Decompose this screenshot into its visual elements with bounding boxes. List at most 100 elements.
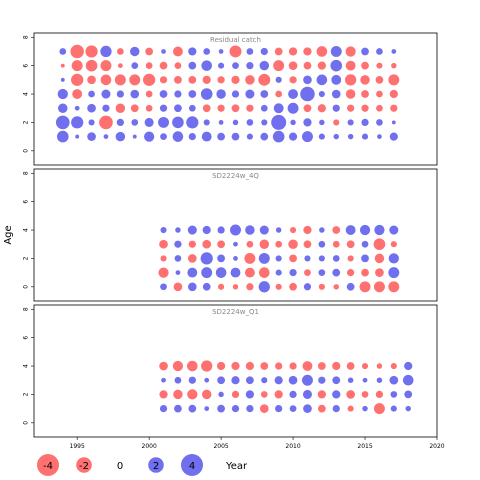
residual-bubble [216, 361, 226, 371]
residual-bubble [188, 47, 197, 56]
residual-bubble [88, 90, 95, 98]
residual-bubble [217, 404, 225, 413]
residual-bubble [260, 104, 268, 112]
residual-bubble [231, 90, 240, 98]
residual-bubble [159, 90, 168, 98]
residual-bubble [232, 119, 239, 126]
residual-bubble [374, 253, 385, 264]
residual-bubble [303, 240, 312, 249]
residual-bubble [261, 377, 268, 384]
y-axis-label: Age [3, 225, 14, 244]
residual-bubble [160, 226, 167, 234]
residual-bubble [345, 60, 356, 71]
residual-bubble [330, 45, 342, 57]
y-tick-label: 0 [23, 421, 30, 425]
residual-bubble [200, 88, 213, 100]
residual-bubble [158, 267, 169, 278]
residual-bubble [101, 89, 111, 99]
residual-bubble [303, 61, 312, 70]
residual-bubble [186, 116, 199, 129]
x-axis: 1995 2000 2005 2010 2015 2020 [70, 437, 445, 450]
panel-frame [33, 32, 438, 166]
residual-bubble [58, 103, 68, 113]
legend-label: -2 [79, 461, 89, 472]
residual-bubble [187, 360, 198, 372]
residual-bubble [317, 104, 326, 113]
residual-bubble [174, 90, 182, 98]
residual-bubble [302, 361, 313, 371]
residual-bubble [304, 269, 311, 276]
residual-bubble [246, 104, 254, 112]
residual-bubble [260, 362, 269, 370]
residual-bubble [273, 60, 285, 72]
residual-bubble [217, 76, 225, 84]
x-tick-label: 1995 [70, 443, 85, 450]
residual-bubble [288, 375, 298, 385]
residual-bubble [246, 133, 253, 140]
residual-bubble [85, 59, 98, 72]
residual-bubble [260, 90, 269, 98]
residual-bubble [259, 239, 270, 249]
residual-bubble [202, 225, 211, 235]
residual-bubble [204, 377, 210, 383]
residual-bubble [332, 390, 341, 399]
residual-bubble [231, 75, 240, 84]
legend-bubble [37, 454, 59, 476]
residual-bubble [188, 240, 196, 248]
residual-bubble [72, 89, 83, 99]
residual-bubble [259, 60, 270, 71]
residual-bubble [347, 377, 354, 383]
residual-bubble [362, 405, 368, 412]
residual-bubble [204, 406, 210, 411]
x-axis-label: Year [225, 461, 248, 472]
residual-bubble [215, 267, 227, 278]
residual-bubble [231, 390, 240, 399]
residual-bubble [161, 377, 166, 383]
residual-bubble [376, 62, 383, 69]
residual-bubble [161, 49, 166, 54]
residual-bubble [103, 134, 109, 139]
residual-bubble [331, 74, 342, 85]
residual-bubble [332, 226, 341, 234]
residual-bubble [318, 133, 325, 140]
residual-bubble [288, 89, 299, 99]
residual-bubble [303, 104, 312, 113]
panel-title: SD2224w_4Q [212, 172, 259, 180]
residual-bubble [317, 390, 326, 399]
residual-bubble [287, 102, 299, 114]
residual-bubble [145, 104, 153, 112]
panel-title: Residual catch [210, 36, 261, 44]
panel-2: SD2224w_4Q 0 2 4 6 8 [23, 168, 438, 302]
residual-bubble [203, 48, 211, 55]
residual-bubble [275, 362, 283, 370]
residual-bubble [388, 281, 400, 293]
y-tick-label: 6 [23, 64, 30, 68]
residual-bubble [289, 405, 297, 412]
residual-bubble [201, 267, 213, 279]
residual-bubble [159, 239, 168, 249]
residual-bubble [187, 389, 198, 400]
residual-bubble [361, 268, 369, 277]
residual-bubble [231, 132, 240, 141]
residual-bubble [316, 74, 328, 86]
residual-bubble [347, 268, 355, 277]
residual-bubble [317, 362, 326, 370]
residual-bubble [375, 268, 384, 277]
residual-bubble [346, 282, 355, 291]
residual-bubble [275, 404, 283, 413]
residual-bubble [361, 47, 369, 56]
residual-bubble [145, 62, 153, 69]
residual-bubble [275, 269, 282, 276]
residual-bubble [373, 238, 386, 251]
residual-bubble [174, 75, 182, 84]
residual-bubble [274, 376, 283, 385]
residual-bubble [333, 284, 339, 290]
residual-bubble [188, 104, 196, 112]
residual-bubble [160, 283, 167, 291]
residual-bubble [289, 390, 297, 399]
residual-bubble [246, 283, 254, 291]
x-tick-label: 2005 [213, 443, 228, 450]
residual-bubble [289, 254, 297, 263]
residual-bubble [402, 374, 414, 386]
